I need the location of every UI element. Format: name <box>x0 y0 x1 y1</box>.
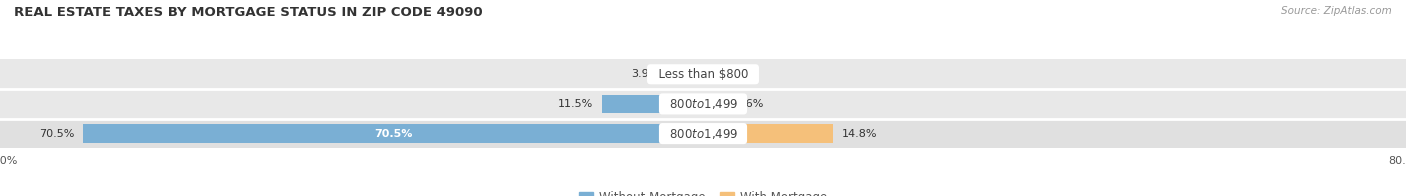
Text: 70.5%: 70.5% <box>39 129 75 139</box>
Text: Source: ZipAtlas.com: Source: ZipAtlas.com <box>1281 6 1392 16</box>
Text: $800 to $1,499: $800 to $1,499 <box>662 127 744 141</box>
Text: 2.6%: 2.6% <box>734 99 763 109</box>
Bar <box>602 95 703 113</box>
Bar <box>703 124 832 143</box>
Bar <box>703 95 725 113</box>
Bar <box>0 89 1406 119</box>
Text: Less than $800: Less than $800 <box>651 68 755 81</box>
Text: $800 to $1,499: $800 to $1,499 <box>662 97 744 111</box>
Text: 3.9%: 3.9% <box>631 69 659 79</box>
Bar <box>0 59 1406 89</box>
Text: 70.5%: 70.5% <box>374 129 412 139</box>
Text: REAL ESTATE TAXES BY MORTGAGE STATUS IN ZIP CODE 49090: REAL ESTATE TAXES BY MORTGAGE STATUS IN … <box>14 6 482 19</box>
Text: 0.0%: 0.0% <box>711 69 740 79</box>
Bar <box>83 124 703 143</box>
Bar <box>669 65 703 83</box>
Legend: Without Mortgage, With Mortgage: Without Mortgage, With Mortgage <box>579 191 827 196</box>
Text: 11.5%: 11.5% <box>558 99 593 109</box>
Text: 14.8%: 14.8% <box>842 129 877 139</box>
Bar <box>0 119 1406 148</box>
